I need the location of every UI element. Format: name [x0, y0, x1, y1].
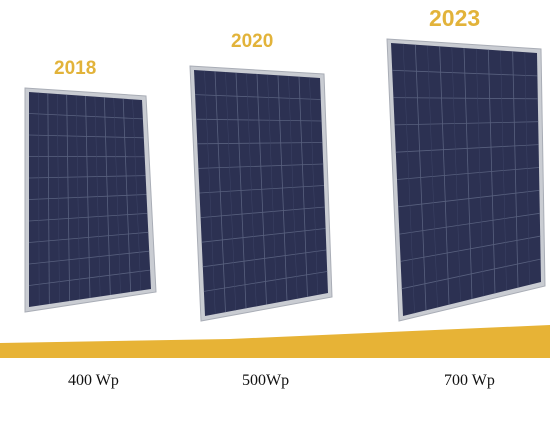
year-label-2020: 2020: [231, 31, 274, 52]
power-label-500: 500Wp: [242, 372, 290, 389]
power-label-700: 700 Wp: [444, 372, 495, 389]
year-label-2023: 2023: [429, 5, 481, 31]
power-label-400: 400 Wp: [68, 372, 119, 389]
year-label-2018: 2018: [54, 58, 97, 79]
timeline-band: [0, 325, 550, 358]
